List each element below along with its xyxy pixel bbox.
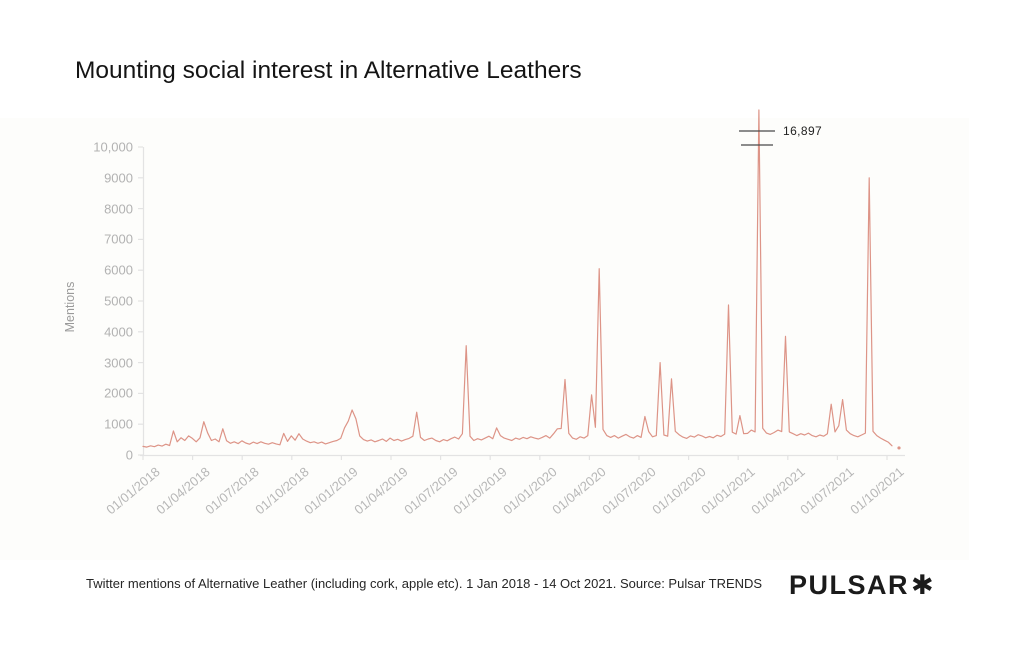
chart-panel xyxy=(0,118,969,560)
y-tick-label: 10,000 xyxy=(93,139,133,155)
y-tick-label: 7000 xyxy=(104,231,133,247)
asterisk-icon: ✱ xyxy=(911,570,936,600)
peak-value-annotation: 16,897 xyxy=(783,124,823,138)
series-line xyxy=(142,109,893,448)
y-tick-label: 6000 xyxy=(104,262,133,278)
y-tick-label: 2000 xyxy=(104,385,133,401)
y-tick-label: 4000 xyxy=(104,324,133,340)
y-tick-label: 0 xyxy=(125,447,133,463)
page-title: Mounting social interest in Alternative … xyxy=(75,57,582,84)
chart-caption: Twitter mentions of Alternative Leather … xyxy=(86,576,763,591)
end-dot xyxy=(897,446,901,450)
y-tick-label: 5000 xyxy=(104,293,133,309)
y-tick-label: 3000 xyxy=(104,355,133,371)
pulsar-logo: PULSAR✱ xyxy=(789,570,935,601)
pulsar-logo-text: PULSAR xyxy=(789,570,910,600)
y-tick-label: 1000 xyxy=(104,416,133,432)
y-tick-label: 8000 xyxy=(104,201,133,217)
y-tick-label: 9000 xyxy=(104,170,133,186)
